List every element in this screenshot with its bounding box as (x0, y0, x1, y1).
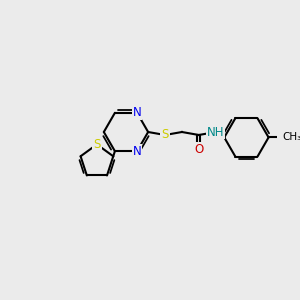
Text: O: O (194, 143, 203, 156)
Text: NH: NH (207, 125, 224, 139)
Text: S: S (161, 128, 169, 142)
Text: N: N (133, 145, 141, 158)
Text: CH₃: CH₃ (282, 132, 300, 142)
Text: S: S (93, 138, 100, 151)
Text: N: N (133, 106, 141, 119)
